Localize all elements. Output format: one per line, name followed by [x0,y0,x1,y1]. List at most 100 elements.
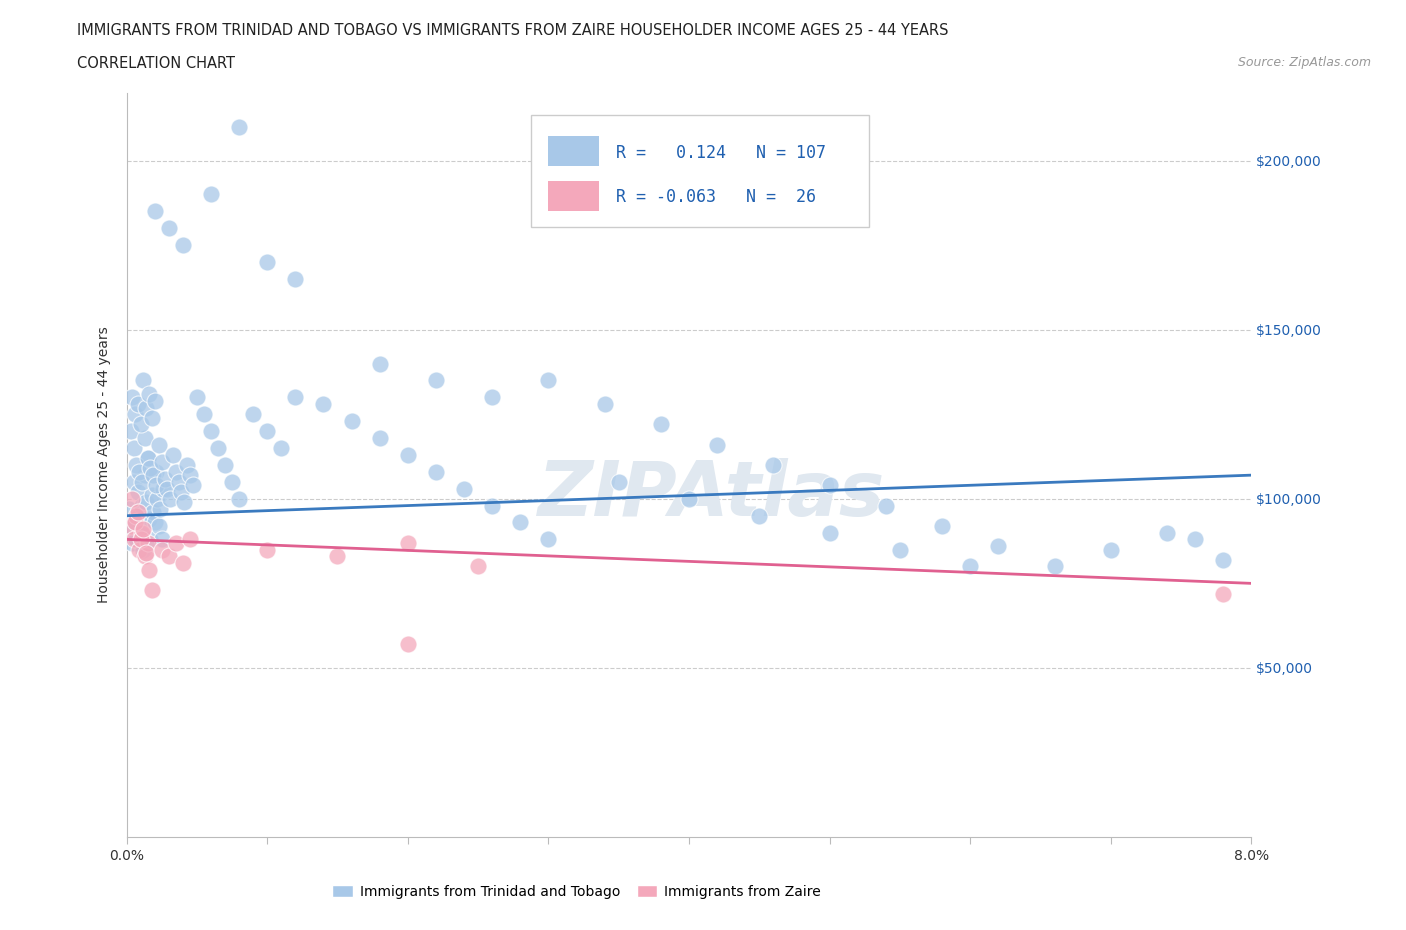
Text: IMMIGRANTS FROM TRINIDAD AND TOBAGO VS IMMIGRANTS FROM ZAIRE HOUSEHOLDER INCOME : IMMIGRANTS FROM TRINIDAD AND TOBAGO VS I… [77,23,949,38]
Point [120,518,142,533]
Point [138,512,160,526]
Point [134,468,156,483]
Point [120,424,142,439]
Point [165,464,187,479]
Point [143,393,166,408]
Point [129,417,152,432]
Point [125,509,148,524]
Text: R =   0.124   N = 107: R = 0.124 N = 107 [616,143,825,162]
Point [537,532,560,547]
Point [127,505,149,520]
Point [425,464,447,479]
Point [145,464,167,479]
Point [1212,586,1234,601]
Point [122,441,145,456]
FancyBboxPatch shape [531,115,869,227]
Point [142,468,165,483]
Bar [548,180,599,210]
Point [128,542,150,557]
Point [135,400,157,415]
Point [136,451,159,466]
Point [132,373,155,388]
Point [136,451,159,466]
Point [1212,552,1234,567]
Point [818,478,841,493]
Point [132,522,155,537]
Point [150,532,173,547]
Bar [548,136,599,166]
Point [131,498,153,513]
Point [121,536,143,551]
Point [650,417,672,432]
Point [135,495,157,510]
Point [128,464,150,479]
Point [221,474,243,489]
Point [127,397,149,412]
Point [134,549,156,564]
Point [207,441,229,456]
Point [284,390,307,405]
Point [129,532,152,547]
Point [145,478,167,493]
Point [396,447,419,462]
Point [256,542,278,557]
Point [142,505,165,520]
Point [1043,559,1066,574]
Point [141,583,163,598]
Point [118,501,141,516]
Point [959,559,981,574]
Point [179,468,201,483]
Point [987,538,1010,553]
Point [165,536,187,551]
Point [129,525,152,540]
Y-axis label: Householder Income Ages 25 - 44 years: Householder Income Ages 25 - 44 years [97,326,111,604]
Point [931,518,953,533]
Point [150,454,173,469]
Point [136,536,159,551]
Point [256,255,278,270]
Point [135,546,157,561]
Point [149,501,172,516]
Point [889,542,911,557]
Point [148,518,170,533]
Point [368,356,391,371]
Point [242,406,264,421]
Point [162,447,184,462]
Point [706,437,728,452]
Point [1099,542,1122,557]
Point [200,187,222,202]
Point [124,515,146,530]
Point [128,509,150,524]
Point [170,485,193,499]
Point [396,536,419,551]
Point [143,515,166,530]
Point [152,481,174,496]
Point [340,414,363,429]
Point [167,474,190,489]
Point [124,406,146,421]
Point [678,491,700,506]
Point [179,532,201,547]
Point [121,491,143,506]
Point [607,474,630,489]
Point [425,373,447,388]
Point [284,272,307,286]
Point [156,481,179,496]
Point [157,220,180,235]
Point [141,488,163,503]
Point [748,509,770,524]
Text: ZIPAtlas: ZIPAtlas [537,458,886,532]
Text: Source: ZipAtlas.com: Source: ZipAtlas.com [1237,56,1371,69]
Point [875,498,897,513]
Point [200,424,222,439]
Point [481,498,503,513]
Point [467,559,489,574]
Point [122,532,145,547]
Point [143,204,166,219]
Point [159,491,181,506]
Text: CORRELATION CHART: CORRELATION CHART [77,56,235,71]
Text: R = -0.063   N =  26: R = -0.063 N = 26 [616,188,815,206]
Point [124,515,146,530]
Point [138,563,160,578]
Point [762,458,785,472]
